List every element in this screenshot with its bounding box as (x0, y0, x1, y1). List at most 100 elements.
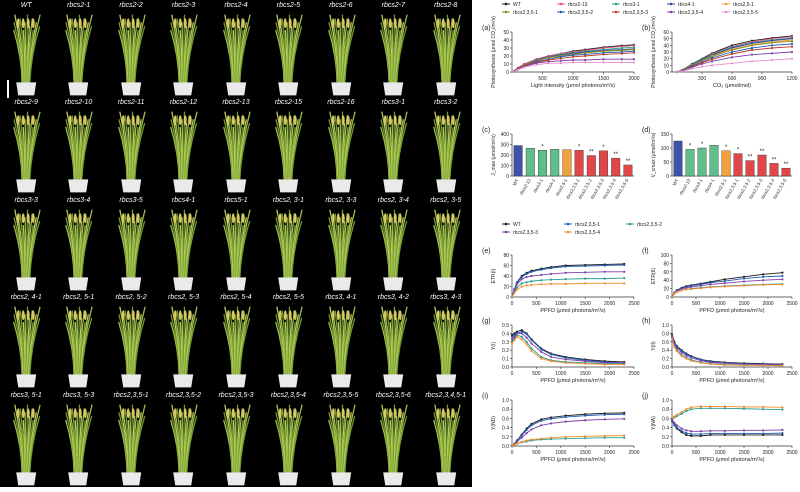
rice-plant-image (65, 111, 94, 193)
plant-panicle (121, 213, 125, 224)
plant-leaf (446, 127, 454, 180)
data-point (530, 342, 533, 345)
data-point (790, 57, 794, 60)
plant-leaf (27, 127, 34, 180)
bar (697, 147, 707, 177)
data-point (709, 429, 712, 432)
plant-panicle (446, 407, 450, 418)
plant-leaf (184, 29, 192, 83)
plant-leaf (448, 123, 460, 180)
plant-tile: rbcs2, 3-3 (316, 196, 366, 291)
plant-leaf (14, 111, 24, 180)
plant-panicle (383, 115, 387, 126)
plant-pot (225, 277, 246, 291)
plant-leaf (386, 115, 393, 180)
data-point (602, 53, 605, 56)
plant-leaf (394, 322, 401, 375)
plant-panicle (441, 407, 445, 418)
data-point (584, 437, 587, 440)
plant-leaf (445, 123, 450, 180)
data-point (690, 356, 693, 359)
plant-leaf (395, 119, 405, 180)
plant-panicle (398, 115, 402, 126)
y-axis-label: Y(NA) (651, 416, 657, 430)
plant-leaf (223, 404, 234, 473)
plant-leaf (71, 18, 78, 83)
data-point (513, 443, 516, 446)
data-point (520, 335, 523, 338)
plant-panicle (26, 407, 30, 418)
rice-plant-image (275, 404, 303, 485)
plant-leaf (290, 411, 300, 473)
data-point (685, 409, 688, 413)
data-point (623, 270, 626, 273)
data-point (680, 354, 683, 358)
plant-panicle (236, 115, 240, 126)
plant-tile: rbcs2, 5-5 (263, 293, 313, 388)
plant-label: rbcs2,3,5-1 (113, 391, 149, 399)
plant-leaf (80, 411, 90, 473)
plant-panicle (331, 115, 335, 126)
plant-leaf (391, 22, 394, 83)
rice-plant-image (432, 306, 461, 388)
plant-label: WT (20, 2, 32, 9)
plant-tile: rbcs2-12 (158, 98, 208, 193)
plant-leaf (78, 220, 83, 278)
plant-panicle (278, 213, 282, 224)
plant-tile: rbcs2,3,5-1 (106, 391, 156, 486)
plant-leaf (276, 209, 287, 278)
plant-pot (278, 82, 299, 96)
data-point (781, 283, 784, 286)
data-point (513, 289, 516, 292)
plant-leaf (124, 407, 130, 473)
data-point (564, 271, 567, 274)
data-point (513, 291, 516, 294)
plant-pot (383, 374, 404, 388)
plant-leaf (223, 14, 234, 83)
data-point (559, 55, 562, 58)
data-point (584, 362, 587, 365)
data-point (762, 275, 765, 278)
y-tick-label: 0.2 (662, 357, 669, 363)
plant-leaf (291, 415, 303, 473)
plant-leaf (238, 220, 251, 278)
panel-letter: (f) (642, 248, 649, 255)
data-point (564, 437, 567, 440)
data-point (742, 275, 746, 278)
data-point (620, 50, 623, 54)
plant-panicle (69, 407, 73, 418)
data-point (584, 58, 587, 62)
data-point (723, 432, 726, 435)
data-point (520, 285, 523, 288)
legend-marker (559, 10, 563, 14)
data-point (690, 432, 693, 436)
data-point (762, 279, 765, 282)
plant-panicle (436, 18, 440, 29)
plant-panicle (231, 213, 235, 224)
y-tick-label: 0.8 (662, 407, 669, 413)
data-point (750, 53, 754, 56)
plant-tile: rbcs2-4 (211, 1, 261, 96)
series-line (671, 334, 783, 365)
plant-panicle (393, 310, 397, 321)
data-point (584, 360, 587, 363)
legend-label: WT (513, 222, 521, 228)
plant-panicle (446, 310, 450, 321)
significance-mark: ** (589, 150, 594, 156)
plant-tile: rbcs2,3,5-3 (211, 391, 261, 486)
plant-leaf (186, 123, 198, 180)
category-label: rbcs4-1 (704, 178, 716, 194)
bar (538, 150, 547, 177)
y-tick-label: 80 (663, 261, 669, 267)
data-point (723, 429, 726, 432)
plant-leaf (445, 26, 450, 83)
data-point (547, 58, 550, 62)
plant-pot (173, 82, 194, 96)
rice-plant-image (222, 14, 251, 96)
plant-panicle (331, 18, 335, 29)
y-tick-label: 0.0 (662, 444, 669, 450)
rice-plant-image (170, 209, 199, 291)
plant-pot (435, 471, 456, 485)
plant-panicle (278, 310, 282, 321)
data-point (540, 283, 543, 286)
